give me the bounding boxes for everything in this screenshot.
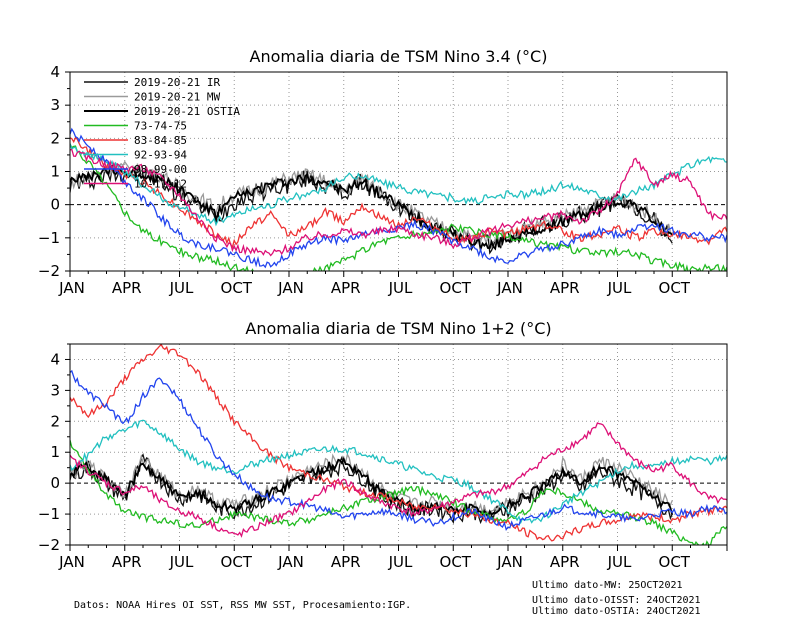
grid xyxy=(70,72,727,271)
legend-label: 92-93-94 xyxy=(134,149,187,162)
chart-title: Anomalia diaria de TSM Nino 3.4 (°C) xyxy=(250,47,548,66)
series-line-c9294 xyxy=(70,419,727,525)
x-tick-label: APR xyxy=(550,279,580,297)
x-tick-label: JAN xyxy=(58,553,85,571)
chart-nino34: Anomalia diaria de TSM Nino 3.4 (°C) 4 3 2 1… xyxy=(38,47,728,297)
legend-label: 2019-20-21 IR xyxy=(134,76,220,89)
series-line-c1012 xyxy=(70,148,727,257)
legend-label: 2019-20-21 OSTIA xyxy=(134,105,240,118)
y-tick-label: 1 xyxy=(50,163,60,181)
x-tick-label: APR xyxy=(331,553,361,571)
legend-label: 73-74-75 xyxy=(134,120,187,133)
y-tick-label: −2 xyxy=(38,262,60,280)
legend-label: 83-84-85 xyxy=(134,134,187,147)
x-tick-label: JUL xyxy=(607,279,632,297)
legend-label: 98-99-00 xyxy=(134,163,187,176)
legend-label: 2019-20-21 MW xyxy=(134,91,220,104)
x-tick-label: OCT xyxy=(659,553,691,571)
x-tick-label: JUL xyxy=(607,553,632,571)
series-line-mw xyxy=(70,452,673,519)
x-tick-label: APR xyxy=(112,553,142,571)
series-line-c9294 xyxy=(70,143,727,227)
y-tick-label: 4 xyxy=(50,350,60,368)
x-tick-label: APR xyxy=(331,279,361,297)
chart-title: Anomalia diaria de TSM Nino 1+2 (°C) xyxy=(245,319,551,338)
x-tick-label: OCT xyxy=(659,279,691,297)
y-tick-label: 3 xyxy=(50,381,60,399)
series-line-c1012 xyxy=(70,422,727,538)
x-tick-label: OCT xyxy=(221,553,253,571)
legend-label: 10-11-12 xyxy=(134,178,187,191)
y-tick-label: 2 xyxy=(50,129,60,147)
footer-ultimo-oisst: Ultimo dato-OISST: 24OCT2021 xyxy=(532,595,701,606)
series-line-ir xyxy=(70,453,673,525)
footer-ultimo-mw: Ultimo dato-MW: 25OCT2021 xyxy=(532,580,683,591)
x-tick-label: JUL xyxy=(388,553,413,571)
x-tick-label: JAN xyxy=(277,279,304,297)
series-line-c9800 xyxy=(70,369,727,531)
series-line-c7375 xyxy=(70,440,727,545)
chart-nino12: Anomalia diaria de TSM Nino 1+2 (°C) 4 3 2 1… xyxy=(38,319,728,571)
footer-ultimo-ostia: Ultimo dato-OSTIA: 24OCT2021 xyxy=(532,606,701,617)
series-group xyxy=(70,344,727,545)
x-tick-label: OCT xyxy=(221,279,253,297)
series-line-c8385 xyxy=(70,136,727,249)
series-line-c7375 xyxy=(70,143,727,271)
x-tick-label: APR xyxy=(550,553,580,571)
y-tick-label: 4 xyxy=(50,63,60,81)
x-tick-label: JAN xyxy=(58,279,85,297)
series-line-ostia xyxy=(70,164,673,253)
y-tick-label: −1 xyxy=(38,505,60,523)
y-tick-label: 0 xyxy=(50,474,60,492)
x-tick-label: JAN xyxy=(277,553,304,571)
x-tick-label: JUL xyxy=(388,279,413,297)
series-group xyxy=(70,127,727,271)
y-tick-label: 0 xyxy=(50,196,60,214)
x-tick-label: JAN xyxy=(496,279,523,297)
footer-datos: Datos: NOAA Hires OI SST, RSS MW SST, Pr… xyxy=(74,600,412,611)
series-line-c8385 xyxy=(70,344,727,542)
y-tick-label: 2 xyxy=(50,412,60,430)
x-tick-label: OCT xyxy=(440,279,472,297)
series-line-ostia xyxy=(70,456,674,520)
x-tick-label: JUL xyxy=(169,553,194,571)
y-tick-label: −1 xyxy=(38,229,60,247)
x-tick-label: APR xyxy=(112,279,142,297)
y-tick-label: 1 xyxy=(50,443,60,461)
x-tick-label: JUL xyxy=(169,279,194,297)
y-tick-label: 3 xyxy=(50,96,60,114)
x-tick-label: OCT xyxy=(440,553,472,571)
y-tick-label: −2 xyxy=(38,536,60,554)
x-tick-label: JAN xyxy=(496,553,523,571)
